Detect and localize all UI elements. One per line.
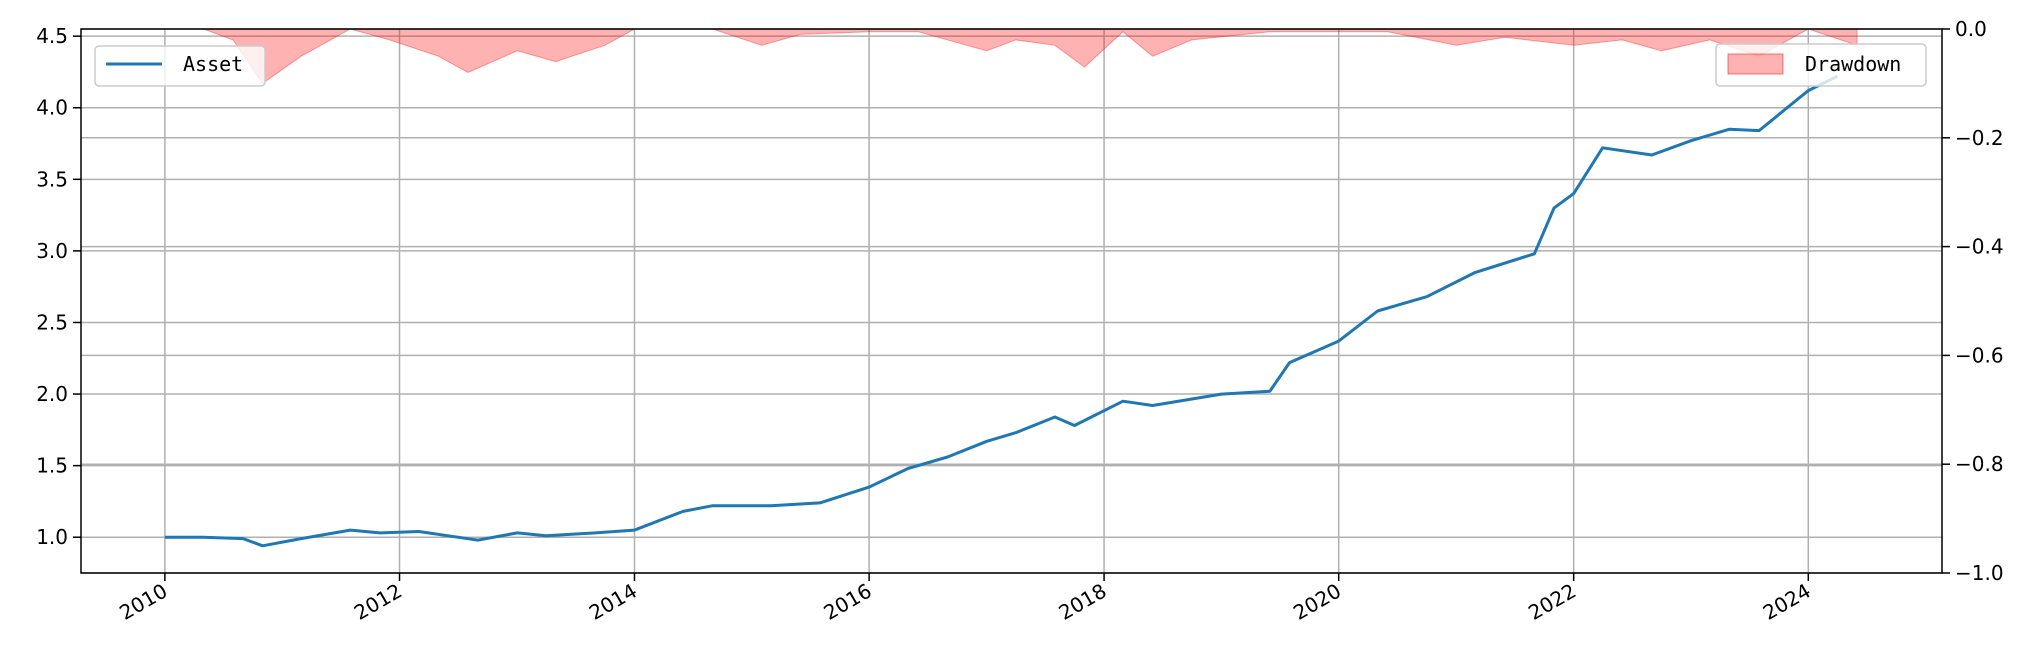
legend-asset-label: Asset [183, 52, 243, 76]
legend-drawdown-label: Drawdown [1805, 52, 1901, 76]
y-right-tick-label: −0.2 [1955, 126, 2004, 150]
y-left-tick-label: 4.0 [36, 96, 68, 120]
legend-asset: Asset [94, 45, 266, 87]
grid-lines [81, 28, 1942, 574]
y-right-tick-label: −0.6 [1955, 343, 2004, 367]
x-tick-label: 2022 [1524, 579, 1580, 625]
y-left-tick-label: 2.0 [36, 382, 68, 406]
plot-border [80, 28, 1943, 574]
left-y-axis-ticks: 1.0 1.5 2.0 2.5 3.0 3.5 4.0 4.5 [36, 24, 81, 549]
y-left-tick-label: 1.5 [36, 454, 68, 478]
drawdown-area [203, 28, 1858, 85]
legend-drawdown-swatch [1727, 53, 1784, 75]
x-tick-label: 2012 [350, 579, 406, 625]
plot-frame [80, 28, 1943, 574]
x-tick-label: 2018 [1054, 579, 1110, 625]
y-right-tick-label: −0.4 [1955, 235, 2004, 259]
y-right-tick-label: 0.0 [1955, 17, 1987, 41]
y-right-tick-label: −0.8 [1955, 452, 2004, 476]
drawdown-area-path [203, 28, 1858, 85]
legend-drawdown: Drawdown [1715, 43, 1927, 87]
y-right-tick-label: −1.0 [1955, 561, 2004, 585]
y-left-tick-label: 3.5 [36, 167, 68, 191]
x-axis-ticks: 2010 2012 2014 2016 2018 2020 2022 2024 [115, 573, 1815, 625]
x-tick-label: 2016 [820, 579, 876, 625]
y-left-tick-label: 2.5 [36, 310, 68, 334]
y-left-tick-label: 3.0 [36, 239, 68, 263]
y-left-tick-label: 1.0 [36, 525, 68, 549]
x-tick-label: 2010 [115, 579, 171, 625]
y-left-tick-label: 4.5 [36, 24, 68, 48]
x-tick-label: 2020 [1289, 579, 1345, 625]
legend-asset-box [94, 45, 266, 87]
asset-line-path [164, 74, 1839, 548]
x-tick-label: 2024 [1759, 579, 1815, 625]
x-tick-label: 2014 [585, 579, 641, 625]
asset-line [164, 74, 1839, 548]
right-y-axis-ticks: 0.0 −0.2 −0.4 −0.6 −0.8 −1.0 [1942, 17, 2004, 585]
